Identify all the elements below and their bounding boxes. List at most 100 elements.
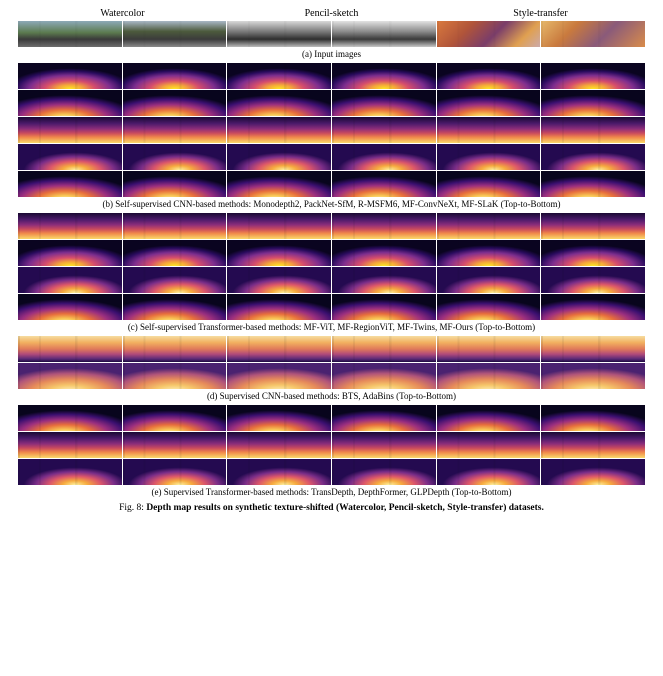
- depth-thumb: [541, 144, 645, 170]
- figure-caption: Fig. 8: Depth map results on synthetic t…: [18, 503, 645, 513]
- thumb-row: [18, 459, 645, 485]
- depth-thumb: [332, 90, 436, 116]
- col-header: Pencil-sketch: [227, 8, 436, 19]
- thumb-row: [18, 213, 645, 239]
- depth-thumb: [332, 336, 436, 362]
- thumb-row: [18, 267, 645, 293]
- depth-thumb: [332, 294, 436, 320]
- group-caption: (e) Supervised Transformer-based methods…: [18, 487, 645, 497]
- depth-thumb: [541, 63, 645, 89]
- depth-thumb: [123, 432, 227, 458]
- depth-thumb: [437, 432, 541, 458]
- depth-thumb: [227, 213, 331, 239]
- thumb-row: [18, 63, 645, 89]
- group-caption: (b) Self-supervised CNN-based methods: M…: [18, 199, 645, 209]
- depth-thumb: [541, 267, 645, 293]
- depth-thumb: [123, 171, 227, 197]
- thumb-row: [18, 294, 645, 320]
- depth-thumb: [123, 459, 227, 485]
- depth-thumb: [437, 459, 541, 485]
- depth-thumb: [227, 267, 331, 293]
- depth-thumb: [227, 363, 331, 389]
- depth-thumb: [123, 294, 227, 320]
- depth-thumb: [332, 117, 436, 143]
- thumb-row: [18, 144, 645, 170]
- depth-thumb: [541, 363, 645, 389]
- depth-thumb: [332, 432, 436, 458]
- depth-thumb: [437, 294, 541, 320]
- depth-thumb: [18, 336, 122, 362]
- input-thumb: [541, 21, 645, 47]
- depth-thumb: [541, 405, 645, 431]
- depth-thumb: [332, 63, 436, 89]
- depth-thumb: [18, 294, 122, 320]
- depth-thumb: [18, 63, 122, 89]
- depth-thumb: [437, 90, 541, 116]
- depth-thumb: [541, 459, 645, 485]
- depth-thumb: [437, 405, 541, 431]
- depth-thumb: [18, 459, 122, 485]
- depth-thumb: [18, 117, 122, 143]
- depth-thumb: [123, 144, 227, 170]
- depth-thumb: [123, 63, 227, 89]
- input-thumb: [332, 21, 436, 47]
- depth-thumb: [123, 117, 227, 143]
- depth-thumb: [332, 240, 436, 266]
- depth-thumb: [123, 336, 227, 362]
- depth-thumb: [332, 171, 436, 197]
- depth-thumb: [541, 432, 645, 458]
- depth-thumb: [227, 432, 331, 458]
- depth-thumb: [541, 294, 645, 320]
- depth-thumb: [227, 63, 331, 89]
- depth-thumb: [227, 117, 331, 143]
- depth-thumb: [332, 144, 436, 170]
- depth-thumb: [437, 144, 541, 170]
- input-thumb: [18, 21, 122, 47]
- figure-label: Fig. 8:: [119, 503, 144, 513]
- depth-thumb: [541, 213, 645, 239]
- group-caption: (a) Input images: [18, 49, 645, 59]
- depth-thumb: [437, 213, 541, 239]
- thumb-row: [18, 90, 645, 116]
- thumb-row: [18, 405, 645, 431]
- input-thumb: [227, 21, 331, 47]
- column-headers: Watercolor Pencil-sketch Style-transfer: [18, 8, 645, 19]
- depth-thumb: [541, 90, 645, 116]
- depth-thumb: [18, 267, 122, 293]
- thumb-row: [18, 21, 645, 47]
- thumb-row: [18, 117, 645, 143]
- depth-thumb: [18, 90, 122, 116]
- depth-thumb: [332, 213, 436, 239]
- depth-thumb: [123, 267, 227, 293]
- depth-thumb: [332, 363, 436, 389]
- depth-thumb: [437, 267, 541, 293]
- col-header: Style-transfer: [436, 8, 645, 19]
- thumb-row: [18, 171, 645, 197]
- depth-thumb: [437, 336, 541, 362]
- depth-thumb: [123, 90, 227, 116]
- depth-thumb: [18, 213, 122, 239]
- group-caption: (d) Supervised CNN-based methods: BTS, A…: [18, 391, 645, 401]
- depth-thumb: [18, 363, 122, 389]
- depth-thumb: [123, 240, 227, 266]
- depth-thumb: [123, 405, 227, 431]
- figure-grid: (a) Input images (b) Self-supervised CNN-…: [18, 21, 645, 497]
- thumb-row: [18, 432, 645, 458]
- depth-thumb: [18, 432, 122, 458]
- col-header: Watercolor: [18, 8, 227, 19]
- depth-thumb: [227, 459, 331, 485]
- depth-thumb: [541, 117, 645, 143]
- thumb-row: [18, 336, 645, 362]
- depth-thumb: [541, 336, 645, 362]
- depth-thumb: [227, 171, 331, 197]
- depth-thumb: [541, 171, 645, 197]
- depth-thumb: [18, 240, 122, 266]
- depth-thumb: [332, 267, 436, 293]
- depth-thumb: [332, 459, 436, 485]
- thumb-row: [18, 363, 645, 389]
- depth-thumb: [227, 90, 331, 116]
- depth-thumb: [18, 405, 122, 431]
- depth-thumb: [227, 294, 331, 320]
- depth-thumb: [123, 363, 227, 389]
- input-thumb: [123, 21, 227, 47]
